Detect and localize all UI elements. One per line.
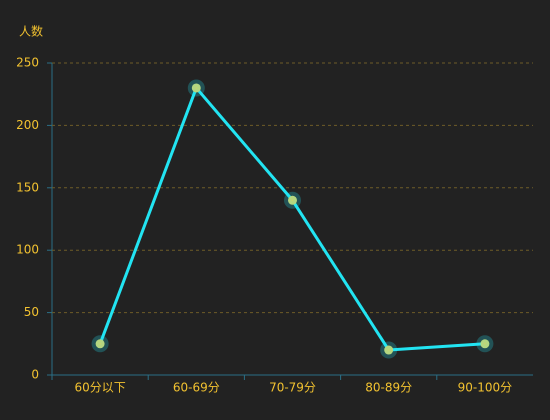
x-tick-label: 60-69分 <box>173 381 220 395</box>
y-tick-label: 150 <box>16 180 39 194</box>
x-tick-label: 70-79分 <box>269 381 316 395</box>
point <box>380 341 398 359</box>
x-tick-label: 80-89分 <box>365 381 412 395</box>
point <box>476 335 494 353</box>
point <box>187 79 205 97</box>
point <box>91 335 109 353</box>
y-tick-label: 250 <box>16 56 39 70</box>
y-tick-label: 50 <box>24 305 39 319</box>
y-axis-title: 人数 <box>19 24 43 39</box>
y-tick-label: 0 <box>31 368 39 382</box>
y-tick-label: 200 <box>16 118 39 132</box>
point <box>284 191 301 209</box>
line <box>98 86 485 352</box>
x-tick-label: 90-100分 <box>458 381 513 395</box>
x-tick-label: 60分以下 <box>74 381 125 395</box>
y-tick-label: 100 <box>16 243 39 257</box>
